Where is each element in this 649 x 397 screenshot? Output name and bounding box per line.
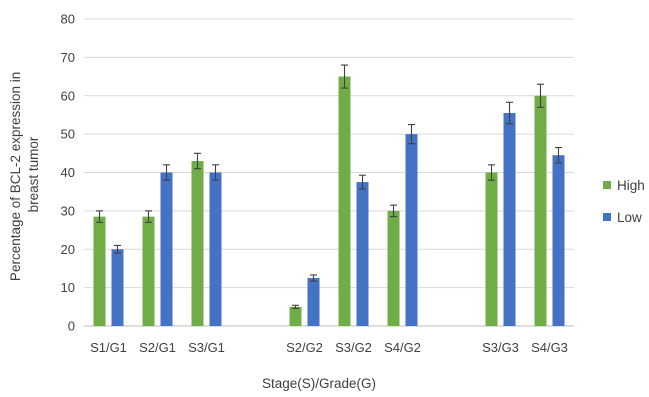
y-axis-label: Percentage of BCL-2 expression in breast… bbox=[8, 68, 41, 281]
bar-low bbox=[405, 134, 418, 326]
error-bars bbox=[96, 64, 562, 309]
y-tick-label: 20 bbox=[61, 242, 75, 257]
legend-label-low: Low bbox=[617, 210, 642, 225]
bar-high bbox=[289, 306, 302, 326]
gridlines bbox=[84, 18, 574, 327]
legend: High Low bbox=[603, 178, 645, 225]
y-tick-label: 80 bbox=[61, 12, 75, 27]
x-tick-label: S1/G1 bbox=[90, 340, 127, 355]
bar-low bbox=[160, 172, 173, 326]
bar-high bbox=[142, 216, 155, 326]
y-tick-labels: 0 10 20 30 40 50 60 70 80 bbox=[61, 12, 75, 334]
bar-low bbox=[307, 278, 320, 326]
x-tick-label: S3/G3 bbox=[482, 340, 519, 355]
legend-label-high: High bbox=[617, 178, 645, 193]
y-axis-label-line-1: Percentage of BCL-2 expression in bbox=[8, 72, 23, 281]
y-tick-label: 70 bbox=[61, 50, 75, 65]
y-axis-label-line-2: breast tumor bbox=[26, 136, 41, 212]
y-tick-label: 40 bbox=[61, 165, 75, 180]
x-tick-label: S4/G2 bbox=[384, 340, 421, 355]
bar-high bbox=[191, 160, 204, 326]
x-tick-labels: S1/G1 S2/G1 S3/G1 S2/G2 S3/G2 S4/G2 S3/G3 S4/G3 bbox=[90, 340, 568, 355]
bar-high bbox=[534, 95, 547, 326]
legend-swatch-high bbox=[603, 181, 611, 189]
bar-high bbox=[387, 210, 400, 326]
bar-high bbox=[338, 76, 351, 326]
bar-low bbox=[111, 249, 124, 326]
legend-swatch-low bbox=[603, 213, 611, 221]
x-axis-label: Stage(S)/Grade(G) bbox=[262, 376, 376, 391]
x-tick-label: S3/G1 bbox=[188, 340, 225, 355]
x-tick-label: S2/G1 bbox=[139, 340, 176, 355]
y-tick-label: 0 bbox=[68, 319, 75, 334]
x-tick-label: S2/G2 bbox=[286, 340, 323, 355]
bars bbox=[93, 76, 565, 326]
y-tick-label: 50 bbox=[61, 127, 75, 142]
y-tick-label: 30 bbox=[61, 203, 75, 218]
x-tick-label: S4/G3 bbox=[531, 340, 568, 355]
bar-low bbox=[503, 113, 516, 326]
bar-high bbox=[485, 172, 498, 326]
bar-high bbox=[93, 216, 106, 326]
x-tick-label: S3/G2 bbox=[335, 340, 372, 355]
bar-low bbox=[209, 172, 222, 326]
y-tick-label: 10 bbox=[61, 280, 75, 295]
bar-low bbox=[356, 182, 369, 326]
y-tick-label: 60 bbox=[61, 88, 75, 103]
bar-low bbox=[552, 155, 565, 326]
